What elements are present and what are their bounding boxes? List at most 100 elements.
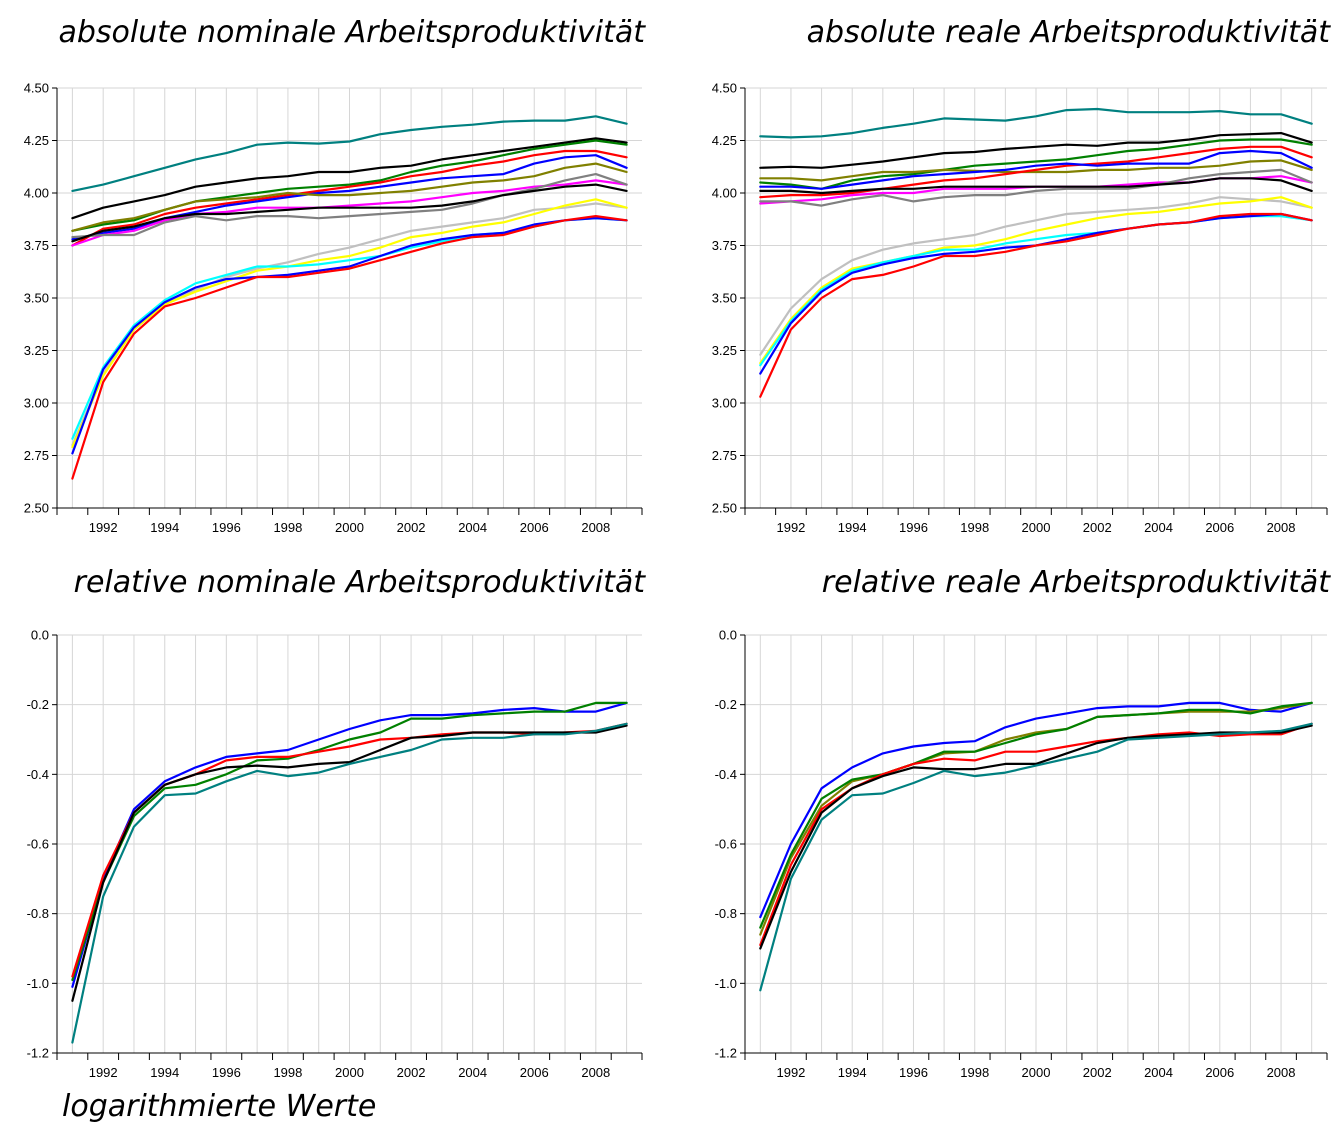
x-tick-label: 2006 bbox=[520, 1065, 549, 1080]
x-tick-label: 1998 bbox=[273, 520, 302, 535]
chart-title: relative reale Arbeitsproduktivität bbox=[822, 565, 1331, 600]
y-tick-label: -1.0 bbox=[715, 976, 737, 991]
x-tick-label: 1996 bbox=[899, 1065, 928, 1080]
x-tick-label: 2002 bbox=[1083, 1065, 1112, 1080]
x-tick-label: 1996 bbox=[212, 1065, 241, 1080]
x-tick-label: 1992 bbox=[776, 1065, 805, 1080]
y-tick-label: 3.75 bbox=[24, 238, 49, 253]
x-tick-label: 2008 bbox=[581, 1065, 610, 1080]
x-tick-label: 2008 bbox=[1267, 520, 1296, 535]
x-tick-label: 1992 bbox=[776, 520, 805, 535]
series-line-blue-13 bbox=[71, 217, 628, 455]
series-line-yellow-11 bbox=[759, 196, 1313, 365]
x-tick-label: 2008 bbox=[1267, 1065, 1296, 1080]
x-tick-label: 2004 bbox=[458, 1065, 487, 1080]
series-line-blue-6 bbox=[759, 149, 1313, 190]
y-tick-label: 2.75 bbox=[712, 448, 737, 463]
y-tick-label: -0.2 bbox=[715, 697, 737, 712]
x-tick-label: 1996 bbox=[212, 520, 241, 535]
series-line-green-3 bbox=[759, 701, 1313, 929]
y-tick-label: 4.25 bbox=[712, 133, 737, 148]
y-tick-label: 4.25 bbox=[24, 133, 49, 148]
series-line-green-2 bbox=[71, 701, 628, 982]
series-line-teal-6 bbox=[759, 722, 1313, 992]
y-tick-label: 3.25 bbox=[712, 343, 737, 358]
x-tick-label: 2006 bbox=[1205, 520, 1234, 535]
y-tick-label: -0.8 bbox=[27, 906, 49, 921]
y-tick-label: 2.75 bbox=[24, 448, 49, 463]
y-tick-label: 3.50 bbox=[712, 291, 737, 306]
y-tick-label: -0.6 bbox=[715, 837, 737, 852]
series-line-gray-8 bbox=[759, 168, 1313, 207]
series-line-red-14 bbox=[759, 212, 1313, 398]
series-line-silver-10 bbox=[759, 196, 1313, 356]
series-line-blue-1 bbox=[71, 701, 628, 988]
y-tick-label: -0.2 bbox=[27, 697, 49, 712]
x-tick-label: 2006 bbox=[520, 520, 549, 535]
series-line-teal-1 bbox=[71, 115, 628, 192]
series-line-black-9 bbox=[71, 183, 628, 243]
y-tick-label: 4.50 bbox=[24, 81, 49, 96]
y-tick-label: 3.00 bbox=[24, 396, 49, 411]
x-tick-label: 1998 bbox=[960, 1065, 989, 1080]
y-tick-label: -0.4 bbox=[715, 767, 737, 782]
chart-title: absolute nominale Arbeitsproduktivität bbox=[58, 15, 646, 50]
chart-panel-1: absolute nominale Arbeitsproduktivität 2.… bbox=[24, 15, 647, 535]
y-tick-label: 3.50 bbox=[24, 291, 49, 306]
chart-panel-3: relative nominale Arbeitsproduktivität -1… bbox=[27, 565, 647, 1080]
x-tick-label: 2004 bbox=[458, 520, 487, 535]
x-tick-label: 2004 bbox=[1144, 520, 1173, 535]
series-line-black-4 bbox=[71, 724, 628, 1002]
series-line-black-2 bbox=[759, 132, 1313, 169]
y-tick-label: 0.0 bbox=[719, 628, 737, 643]
y-tick-label: -0.6 bbox=[27, 837, 49, 852]
y-tick-label: -1.0 bbox=[27, 976, 49, 991]
y-tick-label: -1.2 bbox=[27, 1046, 49, 1061]
y-tick-label: 4.50 bbox=[712, 81, 737, 96]
x-tick-label: 2000 bbox=[335, 520, 364, 535]
series-line-black-2 bbox=[71, 137, 628, 220]
x-tick-label: 1994 bbox=[150, 1065, 179, 1080]
y-tick-label: 2.50 bbox=[24, 501, 49, 516]
chart-title: relative nominale Arbeitsproduktivität bbox=[74, 565, 647, 600]
series-line-red-5 bbox=[759, 145, 1313, 199]
series-line-red-4 bbox=[71, 149, 628, 247]
y-tick-label: 2.50 bbox=[712, 501, 737, 516]
x-tick-label: 2006 bbox=[1205, 1065, 1234, 1080]
y-tick-label: -0.8 bbox=[715, 906, 737, 921]
series-line-black-5 bbox=[759, 724, 1313, 950]
series-line-gray-8 bbox=[71, 173, 628, 239]
y-tick-label: -0.4 bbox=[27, 767, 49, 782]
y-tick-label: -1.2 bbox=[715, 1046, 737, 1061]
y-tick-label: 0.0 bbox=[31, 628, 49, 643]
x-tick-label: 1998 bbox=[273, 1065, 302, 1080]
y-tick-label: 3.25 bbox=[24, 343, 49, 358]
series-line-green-3 bbox=[759, 138, 1313, 190]
x-tick-label: 2002 bbox=[397, 520, 426, 535]
chart-panel-4: relative reale Arbeitsproduktivität -1.2 -… bbox=[715, 565, 1332, 1080]
x-tick-label: 2000 bbox=[1022, 520, 1051, 535]
y-tick-label: 3.00 bbox=[712, 396, 737, 411]
x-tick-label: 1994 bbox=[150, 520, 179, 535]
x-tick-label: 2000 bbox=[1022, 1065, 1051, 1080]
series-line-yellow-11 bbox=[71, 198, 628, 449]
x-tick-label: 1998 bbox=[960, 520, 989, 535]
series-line-olive-6 bbox=[71, 162, 628, 232]
x-tick-label: 1994 bbox=[838, 520, 867, 535]
series-line-red-14 bbox=[71, 215, 628, 480]
series-line-olive-2 bbox=[759, 701, 1313, 936]
series-line-teal-5 bbox=[71, 722, 628, 1044]
chart-title: absolute reale Arbeitsproduktivität bbox=[807, 15, 1332, 50]
x-tick-label: 1994 bbox=[838, 1065, 867, 1080]
x-tick-label: 2000 bbox=[335, 1065, 364, 1080]
footnote: logarithmierte Werte bbox=[62, 1089, 376, 1124]
series-line-teal-1 bbox=[759, 107, 1313, 139]
chart-panel-2: absolute reale Arbeitsproduktivität 2.50 2… bbox=[712, 15, 1332, 535]
series-line-blue-1 bbox=[759, 701, 1313, 919]
y-tick-label: 4.00 bbox=[24, 186, 49, 201]
x-tick-label: 1992 bbox=[89, 520, 118, 535]
x-tick-label: 2002 bbox=[1083, 520, 1112, 535]
x-tick-label: 2008 bbox=[581, 520, 610, 535]
x-tick-label: 2002 bbox=[397, 1065, 426, 1080]
